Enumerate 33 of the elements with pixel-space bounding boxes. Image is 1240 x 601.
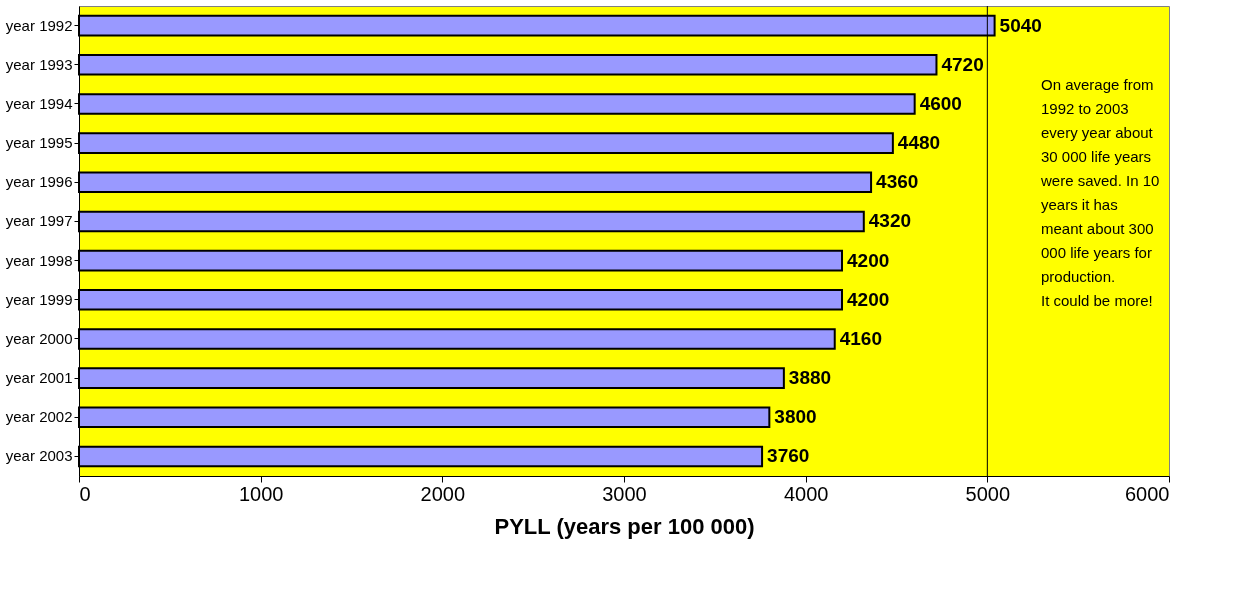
- x-tick-label: 2000: [420, 482, 466, 505]
- data-label: 4200: [847, 288, 890, 310]
- y-tick-label: year 1992: [5, 16, 73, 34]
- x-tick-label: 3000: [602, 482, 647, 505]
- y-tick-label: year 1994: [5, 94, 73, 112]
- y-tick-label: year 1997: [5, 212, 73, 230]
- data-label: 5040: [999, 14, 1042, 36]
- data-label: 3800: [774, 406, 817, 428]
- data-label: 4160: [839, 327, 883, 349]
- text: On average from 1992 to 2003 every year about 30 000 life years were saved. In 10 years it has meant about 300 000 life years for production. It could be more!: [1041, 76, 1160, 309]
- y-tick-label: year 1993: [5, 55, 73, 73]
- x-tick-label: 6000: [1125, 482, 1170, 505]
- x-tick-label: 5000: [965, 482, 1011, 505]
- x-axis-title: PYLL (years per 100 000): [494, 513, 755, 539]
- data-label: 4480: [897, 132, 941, 154]
- x-tick-label: 1000: [238, 482, 284, 505]
- y-tick-label: year 1995: [5, 134, 73, 152]
- y-tick-label: year 2001: [5, 369, 73, 387]
- data-label: 4360: [876, 171, 919, 193]
- y-tick-label: year 1999: [5, 290, 73, 308]
- y-tick-label: year 1996: [5, 173, 73, 191]
- data-label: 3880: [788, 367, 832, 389]
- y-tick-label: year 1998: [5, 251, 73, 269]
- x-tick-label: 4000: [783, 482, 829, 505]
- data-label: 4600: [919, 92, 962, 114]
- data-label: 4200: [847, 249, 890, 271]
- y-tick-label: year 2000: [5, 329, 73, 347]
- data-label: 4720: [941, 53, 984, 75]
- y-tick-label: year 2003: [5, 447, 73, 465]
- y-tick-label: year 2002: [5, 408, 73, 426]
- data-label: 4320: [868, 210, 912, 232]
- x-tick-label: 0: [79, 482, 91, 505]
- data-label: 3760: [767, 445, 810, 467]
